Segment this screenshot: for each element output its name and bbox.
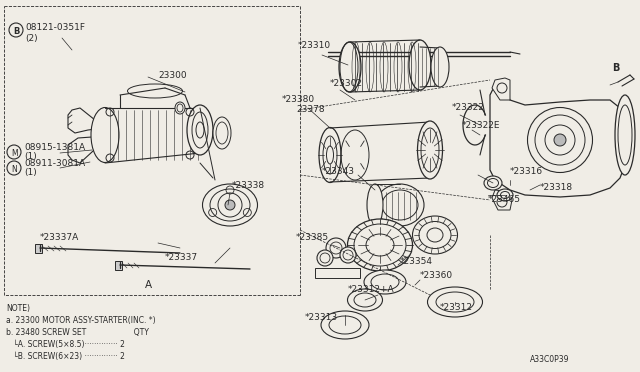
- Ellipse shape: [175, 102, 185, 114]
- Text: (1): (1): [24, 169, 36, 177]
- Text: A33C0P39: A33C0P39: [530, 356, 570, 365]
- Ellipse shape: [413, 216, 458, 254]
- Polygon shape: [315, 268, 360, 278]
- Polygon shape: [35, 244, 42, 253]
- Text: *23316: *23316: [510, 167, 543, 176]
- Text: *23322E: *23322E: [462, 121, 500, 129]
- Ellipse shape: [431, 47, 449, 87]
- Text: *23380: *23380: [282, 96, 315, 105]
- Circle shape: [317, 250, 333, 266]
- Text: └B. SCREW(6×23) ·············· 2: └B. SCREW(6×23) ·············· 2: [6, 352, 125, 360]
- Text: N: N: [11, 164, 17, 173]
- Circle shape: [340, 247, 356, 263]
- Text: b. 23480 SCREW SET                    QTY: b. 23480 SCREW SET QTY: [6, 327, 149, 337]
- Ellipse shape: [189, 108, 211, 153]
- Text: A: A: [145, 280, 152, 290]
- Ellipse shape: [376, 184, 424, 226]
- Polygon shape: [492, 78, 510, 100]
- Text: └A. SCREW(5×8.5)·············· 2: └A. SCREW(5×8.5)·············· 2: [6, 340, 125, 349]
- Polygon shape: [115, 261, 122, 270]
- Text: *23322: *23322: [452, 103, 485, 112]
- Text: *23310: *23310: [298, 41, 331, 49]
- Text: 08911-3081A: 08911-3081A: [24, 160, 85, 169]
- Ellipse shape: [321, 311, 369, 339]
- Text: (1): (1): [24, 153, 36, 161]
- Ellipse shape: [364, 270, 406, 294]
- Text: (2): (2): [25, 33, 38, 42]
- Text: *23318: *23318: [540, 183, 573, 192]
- Text: B: B: [612, 63, 620, 73]
- Ellipse shape: [367, 184, 383, 226]
- Ellipse shape: [187, 105, 213, 155]
- Ellipse shape: [497, 189, 513, 201]
- Text: B: B: [13, 26, 19, 35]
- Ellipse shape: [339, 42, 361, 92]
- Text: *23385: *23385: [296, 234, 329, 243]
- Text: a. 23300 MOTOR ASSY-STARTER(INC. *): a. 23300 MOTOR ASSY-STARTER(INC. *): [6, 315, 156, 324]
- Text: *23354: *23354: [400, 257, 433, 266]
- Ellipse shape: [484, 176, 502, 190]
- Text: *23338: *23338: [232, 180, 265, 189]
- Ellipse shape: [213, 117, 231, 149]
- Polygon shape: [492, 190, 512, 210]
- Ellipse shape: [319, 128, 341, 183]
- Ellipse shape: [615, 95, 635, 175]
- Ellipse shape: [527, 108, 593, 173]
- Text: *23465: *23465: [488, 196, 521, 205]
- Text: 08915-1381A: 08915-1381A: [24, 144, 85, 153]
- Text: 23378: 23378: [296, 106, 324, 115]
- Text: NOTE): NOTE): [6, 304, 30, 312]
- Text: 08121-0351F: 08121-0351F: [25, 23, 85, 32]
- Text: *23302: *23302: [330, 80, 363, 89]
- Text: *23313: *23313: [305, 314, 338, 323]
- Text: *23312: *23312: [440, 304, 473, 312]
- Polygon shape: [490, 80, 625, 197]
- Circle shape: [217, 130, 223, 136]
- Circle shape: [225, 200, 235, 210]
- Ellipse shape: [348, 219, 413, 271]
- Circle shape: [326, 238, 346, 258]
- Ellipse shape: [409, 40, 431, 90]
- Text: *23337A: *23337A: [40, 234, 79, 243]
- Text: *23337: *23337: [165, 253, 198, 263]
- Text: *23312+A: *23312+A: [348, 285, 395, 295]
- Ellipse shape: [417, 121, 442, 179]
- Text: *23360: *23360: [420, 270, 453, 279]
- Text: *23343: *23343: [322, 167, 355, 176]
- Ellipse shape: [202, 184, 257, 226]
- Text: 23300: 23300: [158, 71, 187, 80]
- Polygon shape: [380, 220, 395, 240]
- Text: M: M: [11, 148, 18, 157]
- Ellipse shape: [91, 108, 119, 163]
- Ellipse shape: [428, 287, 483, 317]
- Ellipse shape: [554, 134, 566, 146]
- Ellipse shape: [348, 289, 383, 311]
